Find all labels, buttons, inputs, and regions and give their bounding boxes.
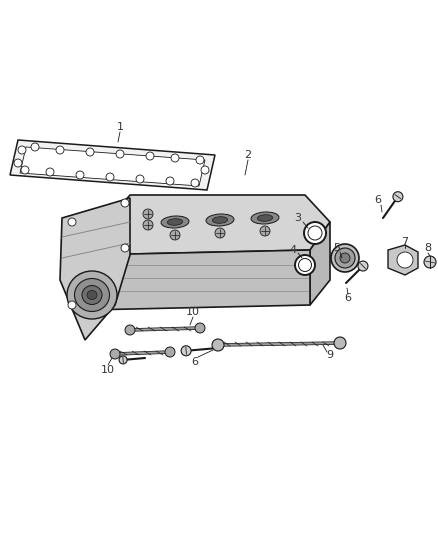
Ellipse shape: [340, 253, 350, 263]
Circle shape: [68, 301, 76, 309]
Polygon shape: [10, 140, 215, 190]
Circle shape: [119, 356, 127, 364]
Ellipse shape: [67, 271, 117, 319]
Circle shape: [68, 218, 76, 226]
Ellipse shape: [74, 279, 110, 311]
Circle shape: [125, 325, 135, 335]
Circle shape: [201, 166, 209, 174]
Polygon shape: [60, 198, 130, 340]
Circle shape: [21, 166, 29, 174]
Circle shape: [212, 339, 224, 351]
Text: 2: 2: [244, 150, 251, 160]
Text: 8: 8: [424, 243, 431, 253]
Circle shape: [195, 323, 205, 333]
Ellipse shape: [308, 226, 322, 240]
Circle shape: [76, 171, 84, 179]
Text: 10: 10: [101, 365, 115, 375]
Text: 4: 4: [290, 245, 297, 255]
Circle shape: [121, 199, 129, 207]
Polygon shape: [20, 147, 205, 186]
Circle shape: [191, 179, 199, 187]
Text: 9: 9: [326, 350, 334, 360]
Ellipse shape: [299, 259, 311, 271]
Circle shape: [143, 209, 153, 219]
Text: 5: 5: [333, 243, 340, 253]
Circle shape: [121, 244, 129, 252]
Text: 6: 6: [191, 357, 198, 367]
Polygon shape: [388, 245, 418, 275]
Circle shape: [397, 252, 413, 268]
Polygon shape: [87, 250, 310, 310]
Circle shape: [106, 173, 114, 181]
Ellipse shape: [87, 290, 97, 300]
Ellipse shape: [335, 248, 355, 268]
Ellipse shape: [82, 286, 102, 304]
Circle shape: [171, 154, 179, 162]
Circle shape: [215, 228, 225, 238]
Ellipse shape: [257, 215, 273, 221]
Ellipse shape: [251, 212, 279, 224]
Circle shape: [181, 346, 191, 356]
Text: 1: 1: [117, 122, 124, 132]
Circle shape: [86, 148, 94, 156]
Polygon shape: [310, 222, 330, 305]
Text: 6: 6: [374, 195, 381, 205]
Ellipse shape: [331, 244, 359, 272]
Circle shape: [31, 143, 39, 151]
Text: 7: 7: [402, 237, 409, 247]
Circle shape: [14, 159, 22, 167]
Ellipse shape: [295, 255, 315, 275]
Circle shape: [56, 146, 64, 154]
Ellipse shape: [161, 216, 189, 228]
Ellipse shape: [304, 222, 326, 244]
Circle shape: [424, 256, 436, 268]
Circle shape: [146, 152, 154, 160]
Polygon shape: [87, 195, 330, 255]
Circle shape: [260, 226, 270, 236]
Circle shape: [116, 150, 124, 158]
Circle shape: [393, 192, 403, 201]
Ellipse shape: [167, 219, 183, 225]
Circle shape: [196, 156, 204, 164]
Circle shape: [18, 146, 26, 154]
Ellipse shape: [206, 214, 234, 226]
Circle shape: [46, 168, 54, 176]
Text: 10: 10: [186, 307, 200, 317]
Circle shape: [165, 347, 175, 357]
Circle shape: [136, 175, 144, 183]
Circle shape: [166, 177, 174, 185]
Text: 3: 3: [294, 213, 301, 223]
Circle shape: [143, 220, 153, 230]
Circle shape: [334, 337, 346, 349]
Circle shape: [358, 261, 368, 271]
Circle shape: [170, 230, 180, 240]
Ellipse shape: [212, 217, 228, 223]
Text: 6: 6: [345, 293, 352, 303]
Circle shape: [110, 349, 120, 359]
